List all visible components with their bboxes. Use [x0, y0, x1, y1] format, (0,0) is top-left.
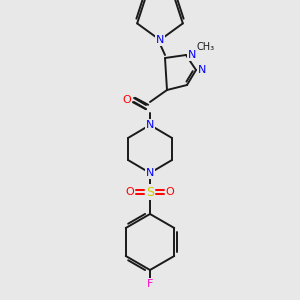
Text: N: N: [198, 65, 206, 75]
Text: N: N: [156, 35, 164, 45]
Text: N: N: [146, 120, 154, 130]
Text: N: N: [188, 50, 196, 60]
Text: N: N: [146, 168, 154, 178]
Text: CH₃: CH₃: [197, 42, 215, 52]
Text: O: O: [126, 187, 134, 197]
Text: S: S: [146, 185, 154, 199]
Text: F: F: [147, 279, 153, 289]
Text: O: O: [166, 187, 174, 197]
Text: O: O: [123, 95, 131, 105]
Text: O: O: [123, 95, 131, 105]
